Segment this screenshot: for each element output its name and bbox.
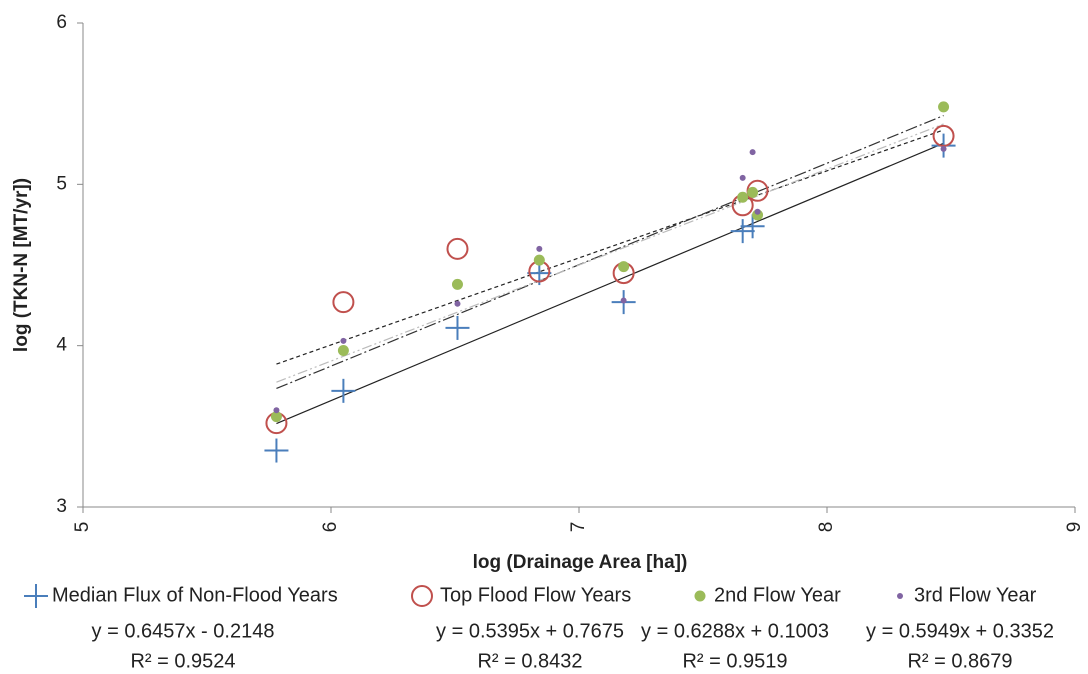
point [273,407,280,414]
y-tick-label: 4 [56,335,67,356]
point [754,208,761,215]
trend-r2: R² = 0.8432 [477,650,582,672]
point [454,300,461,307]
trend-equation: y = 0.6288x + 0.1003 [641,620,829,642]
point [938,101,950,113]
legend-label: 3rd Flow Year [914,584,1037,606]
x-tick-label: 6 [320,522,341,533]
point [270,411,282,423]
legend-marker [897,593,903,599]
trendline [276,115,944,390]
y-tick-label: 5 [56,173,67,194]
x-tick-label: 5 [72,522,93,533]
trendline [276,123,944,383]
point [331,378,356,403]
trend-r2: R² = 0.8679 [907,650,1012,672]
legend-marker [694,590,706,602]
point [533,254,545,266]
legend-marker [24,584,48,608]
trend-r2: R² = 0.9519 [682,650,787,672]
legend-label: 2nd Flow Year [714,584,841,606]
trend-equation: y = 0.5395x + 0.7675 [436,620,624,642]
point [747,186,759,198]
legend-label: Top Flood Flow Years [440,584,631,606]
point [340,337,347,344]
point [264,438,289,463]
x-tick-label: 8 [816,522,837,533]
point [536,245,543,252]
trendline [276,129,944,365]
point [749,149,756,156]
x-tick-label: 9 [1064,522,1085,533]
y-tick-label: 3 [56,496,67,517]
trend-r2: R² = 0.9524 [130,650,235,672]
legend-marker [411,585,433,607]
point [620,297,627,304]
point [446,237,469,260]
trend-equation: y = 0.6457x - 0.2148 [92,620,275,642]
point [940,145,947,152]
point [451,278,463,290]
point [739,174,746,181]
point [337,345,349,357]
trend-equation: y = 0.5949x + 0.3352 [866,620,1054,642]
y-axis-title: log (TKN-N [MT/yr]) [11,178,32,352]
point [332,291,355,314]
point [445,315,470,340]
trendline [276,142,944,425]
y-tick-label: 6 [56,12,67,33]
point [730,219,755,244]
x-axis-title: log (Drainage Area [ha]) [473,552,688,573]
legend-label: Median Flux of Non-Flood Years [52,584,338,606]
point [740,214,765,239]
x-tick-label: 7 [568,522,589,533]
point [737,191,749,203]
point [618,261,630,273]
